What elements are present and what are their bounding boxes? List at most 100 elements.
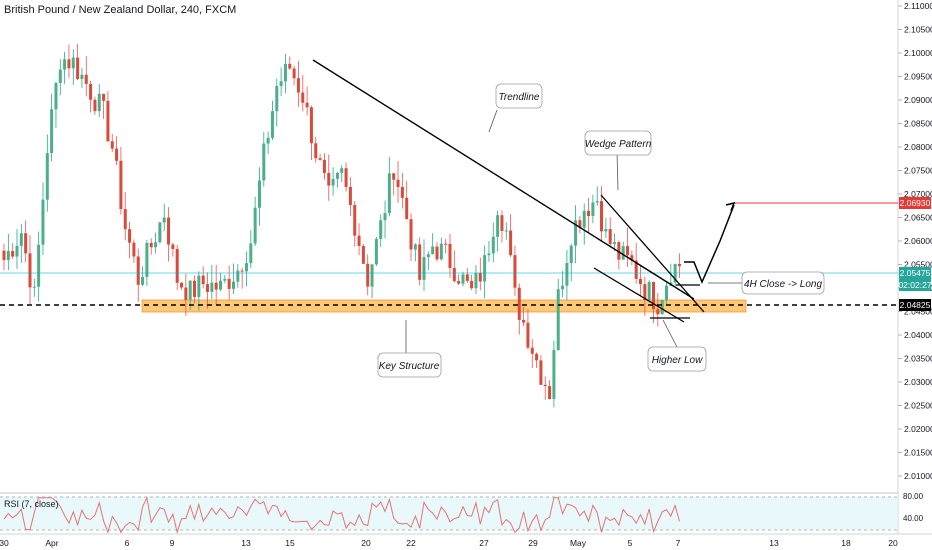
key-structure-callout[interactable]: Key Structure bbox=[377, 352, 442, 378]
current-price-label: 2.05475 bbox=[899, 267, 931, 279]
price-tick-label: 2.11000 bbox=[904, 1, 932, 11]
candle-body bbox=[236, 270, 240, 282]
wedge-upper-line bbox=[600, 194, 705, 313]
candle-body bbox=[396, 179, 400, 187]
candle-body bbox=[93, 99, 97, 112]
candle-body bbox=[504, 230, 508, 232]
candle-body bbox=[11, 251, 15, 257]
candle-body bbox=[483, 255, 487, 282]
candle-body bbox=[32, 286, 36, 288]
candle-body bbox=[608, 229, 612, 244]
candle-body bbox=[167, 217, 171, 245]
candle-body bbox=[175, 248, 179, 283]
candle-body bbox=[270, 111, 274, 138]
candle-body bbox=[647, 281, 651, 300]
candle-body bbox=[76, 57, 80, 80]
price-tick-label: 2.01000 bbox=[904, 471, 932, 481]
wedge-label: Wedge Pattern bbox=[585, 139, 652, 150]
candle-body bbox=[569, 245, 573, 263]
countdown-label: 02:02:27 bbox=[898, 279, 932, 291]
svg-text:2.04825: 2.04825 bbox=[900, 300, 931, 310]
candle-body bbox=[448, 243, 452, 269]
candle-body bbox=[240, 270, 244, 272]
candle-body bbox=[478, 272, 482, 282]
rsi-label: RSI (7, close) bbox=[4, 499, 59, 509]
time-axis: 30 Apr 6 9 13 15 20 22 27 29 May 5 7 13 18 20 bbox=[0, 538, 898, 548]
candle-body bbox=[431, 246, 435, 255]
price-tick-label: 2.07000 bbox=[904, 189, 932, 199]
trendline-callout[interactable]: Trendline bbox=[495, 83, 543, 109]
time-tick-label: 9 bbox=[170, 538, 175, 548]
candle-body bbox=[392, 173, 396, 180]
candle-body bbox=[591, 202, 595, 216]
candle-body bbox=[19, 233, 23, 246]
rsi-upper-label: 80.00 bbox=[903, 492, 924, 501]
candle-body bbox=[80, 74, 84, 80]
wedge-callout[interactable]: Wedge Pattern bbox=[584, 130, 652, 156]
candle-body bbox=[643, 284, 647, 300]
candle-body bbox=[37, 244, 41, 287]
candle-body bbox=[63, 59, 67, 70]
candle-body bbox=[418, 244, 422, 280]
candle-body bbox=[58, 69, 62, 84]
candle-body bbox=[517, 287, 521, 320]
candle-body bbox=[582, 210, 586, 228]
candle-body bbox=[89, 83, 93, 100]
higher-low-callout[interactable]: Higher Low bbox=[647, 346, 707, 372]
candle-body bbox=[522, 319, 526, 323]
candle-body bbox=[102, 93, 106, 101]
candle-body bbox=[45, 153, 49, 200]
candle-body bbox=[2, 250, 6, 261]
svg-text:02:02:27: 02:02:27 bbox=[898, 280, 931, 290]
candle-body bbox=[257, 180, 261, 208]
time-tick-label: 29 bbox=[528, 538, 538, 548]
candle-body bbox=[106, 100, 110, 142]
candle-body bbox=[206, 284, 210, 292]
candle-body bbox=[526, 322, 530, 348]
rsi-pane: RSI (7, close) 80.00 40.00 bbox=[0, 492, 924, 535]
candle-body bbox=[383, 213, 387, 221]
candle-body bbox=[435, 246, 439, 260]
candle-body bbox=[24, 233, 28, 254]
price-tick-label: 2.07500 bbox=[904, 166, 932, 176]
candle-body bbox=[617, 242, 621, 260]
candle-body bbox=[210, 282, 214, 292]
price-tick-label: 2.09000 bbox=[904, 95, 932, 105]
price-tick-label: 2.01500 bbox=[904, 448, 932, 458]
svg-text:2.05475: 2.05475 bbox=[900, 268, 931, 278]
time-tick-label: 30 bbox=[0, 538, 9, 548]
candle-body bbox=[652, 281, 655, 310]
candle-body bbox=[54, 83, 58, 110]
candle-body bbox=[97, 93, 101, 112]
candle-body bbox=[660, 299, 664, 315]
candle-body bbox=[543, 384, 547, 387]
candle-body bbox=[188, 280, 192, 300]
price-tick-label: 2.10000 bbox=[904, 48, 932, 58]
candle-body bbox=[249, 243, 253, 264]
trendline-label: Trendline bbox=[499, 92, 540, 103]
candle-body bbox=[552, 350, 556, 400]
candle-body bbox=[219, 280, 222, 290]
candle-body bbox=[461, 274, 465, 284]
candle-body bbox=[491, 236, 495, 254]
time-tick-label: 7 bbox=[676, 538, 681, 548]
candle-body bbox=[457, 281, 461, 284]
candle-body bbox=[626, 246, 630, 256]
candle-body bbox=[465, 274, 469, 281]
candle-body bbox=[15, 245, 19, 257]
candle-body bbox=[67, 59, 71, 69]
projection-arrowhead bbox=[725, 201, 736, 212]
candle-body bbox=[253, 207, 257, 244]
candle-body bbox=[197, 275, 201, 297]
price-tick-label: 2.10500 bbox=[904, 25, 932, 35]
price-tick-label: 2.02500 bbox=[904, 401, 932, 411]
price-tick-label: 2.08500 bbox=[904, 119, 932, 129]
candle-body bbox=[621, 246, 625, 260]
close-long-callout[interactable]: 4H Close -> Long bbox=[741, 271, 825, 295]
candle-body bbox=[154, 242, 158, 248]
candle-body bbox=[327, 172, 331, 186]
candle-body bbox=[370, 264, 374, 287]
candle-body bbox=[275, 86, 279, 112]
candle-body bbox=[604, 229, 608, 232]
